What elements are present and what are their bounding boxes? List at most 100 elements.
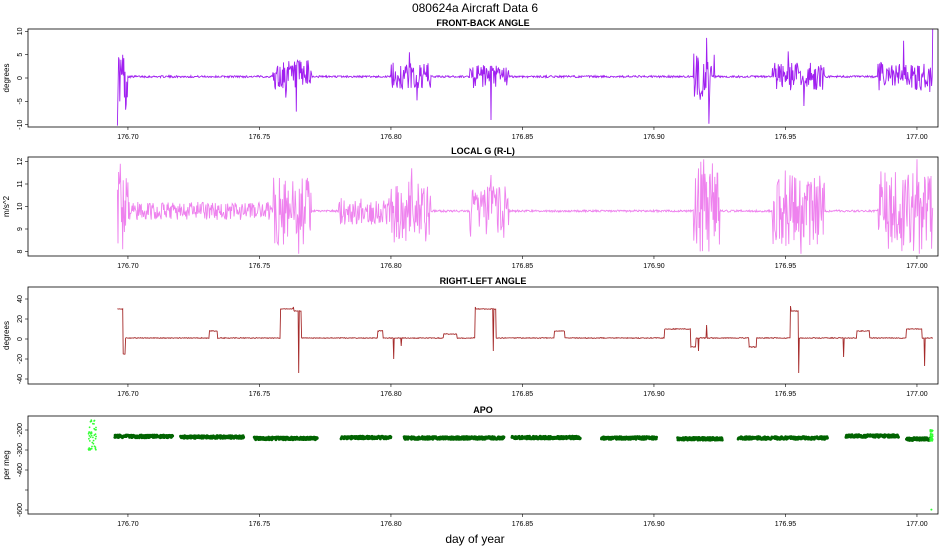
series-line xyxy=(116,29,934,126)
data-layer xyxy=(116,29,934,126)
point-cluster xyxy=(600,435,658,441)
x-tick-label: 176.90 xyxy=(643,391,665,398)
point-cluster xyxy=(736,435,829,441)
y-tick-label: 11 xyxy=(17,180,24,187)
series-line xyxy=(117,305,934,374)
y-tick-label: -40 xyxy=(17,374,24,384)
y-tick-label: 10 xyxy=(17,27,24,35)
x-tick-label: 176.70 xyxy=(117,521,139,528)
data-point xyxy=(90,432,93,434)
data-point xyxy=(242,435,246,439)
x-tick-label: 176.85 xyxy=(512,134,534,141)
y-tick-label: 0 xyxy=(17,337,24,341)
data-layer xyxy=(87,419,934,511)
y-axis-label: per meg xyxy=(2,450,11,479)
data-point xyxy=(93,434,96,437)
y-tick-label: 9 xyxy=(17,227,24,231)
panel-title: FRONT-BACK ANGLE xyxy=(436,18,529,28)
data-point xyxy=(720,438,724,442)
data-point xyxy=(90,420,93,423)
y-tick-label: 20 xyxy=(17,315,24,323)
data-point xyxy=(95,426,97,429)
data-point xyxy=(92,439,95,442)
y-axis-label: degrees xyxy=(2,64,11,93)
x-tick-label: 176.70 xyxy=(117,263,139,270)
data-point xyxy=(171,434,175,438)
x-tick-label: 176.75 xyxy=(249,263,271,270)
y-axis-label: degrees xyxy=(2,321,11,350)
main-title: 080624a Aircraft Data 6 xyxy=(412,1,538,15)
x-tick-label: 176.90 xyxy=(643,263,665,270)
data-point xyxy=(655,435,658,439)
data-point xyxy=(90,434,93,437)
data-point xyxy=(897,435,900,439)
data-point xyxy=(578,436,582,440)
y-tick-label: -20 xyxy=(17,354,24,364)
series-line xyxy=(116,159,934,254)
y-tick-label: -400 xyxy=(17,463,24,477)
panel-title: APO xyxy=(473,405,493,415)
panel-0: FRONT-BACK ANGLE degrees 10 5 0 -5 -10 176.70 17… xyxy=(2,18,939,141)
x-tick-label: 176.70 xyxy=(117,391,139,398)
x-tick-label: 176.70 xyxy=(117,134,139,141)
point-cluster xyxy=(402,435,506,441)
data-point xyxy=(502,435,506,439)
y-tick-label: -10 xyxy=(17,120,24,130)
data-point xyxy=(87,432,90,435)
x-tick-label: 176.75 xyxy=(249,521,271,528)
point-cluster xyxy=(676,436,724,442)
x-tick-label: 176.95 xyxy=(775,521,797,528)
x-tick-label: 176.85 xyxy=(512,391,534,398)
x-tick-label: 176.90 xyxy=(643,134,665,141)
y-tick-label: -200 xyxy=(17,423,24,437)
x-tick-label: 176.75 xyxy=(249,134,271,141)
x-tick-label: 176.75 xyxy=(249,391,271,398)
y-tick-label: 10 xyxy=(17,203,24,211)
data-point xyxy=(95,448,97,451)
panel-1: LOCAL G (R-L) m/s^2 12 11 10 9 8 176.70 176.75 17… xyxy=(2,146,939,270)
x-tick-label: 176.80 xyxy=(380,263,402,270)
x-tick-label: 176.80 xyxy=(380,521,402,528)
data-point xyxy=(930,430,933,433)
data-point xyxy=(94,437,97,440)
data-point xyxy=(93,445,96,448)
panel-3: APO per meg -200 -300 -400 -600 176.70 176.75 17… xyxy=(2,405,939,528)
data-point xyxy=(929,435,932,438)
data-point xyxy=(89,436,92,438)
data-point xyxy=(93,427,96,430)
outlier-cluster xyxy=(87,419,97,451)
point-cluster xyxy=(113,433,175,440)
data-point xyxy=(94,433,97,436)
data-point xyxy=(931,433,934,436)
data-point xyxy=(92,442,95,445)
plot-frame xyxy=(27,286,939,385)
data-point xyxy=(88,437,90,440)
data-point xyxy=(88,431,90,434)
outlier-cluster xyxy=(929,429,934,442)
data-layer xyxy=(117,305,934,374)
panel-title: RIGHT-LEFT ANGLE xyxy=(440,276,527,286)
data-point xyxy=(931,438,934,440)
data-point xyxy=(91,445,93,448)
data-point xyxy=(315,436,319,440)
data-point xyxy=(92,436,94,439)
y-tick-label: 0 xyxy=(17,76,24,80)
x-tick-label: 176.95 xyxy=(775,391,797,398)
data-point xyxy=(95,435,97,438)
point-cluster xyxy=(844,433,900,439)
data-point xyxy=(930,508,933,511)
y-tick-label: -600 xyxy=(17,503,24,517)
data-point xyxy=(88,447,91,449)
x-tick-label: 176.85 xyxy=(512,521,534,528)
y-tick-label: 8 xyxy=(17,249,24,253)
x-tick-label: 177.00 xyxy=(906,263,928,270)
x-tick-label: 176.80 xyxy=(380,391,402,398)
y-axis-label: m/s^2 xyxy=(2,195,11,217)
y-tick-label: 12 xyxy=(17,158,24,166)
data-point xyxy=(91,441,94,444)
point-cluster xyxy=(339,434,393,441)
data-point xyxy=(88,440,91,442)
x-axis-title: day of year xyxy=(445,532,504,546)
data-layer xyxy=(116,159,934,254)
